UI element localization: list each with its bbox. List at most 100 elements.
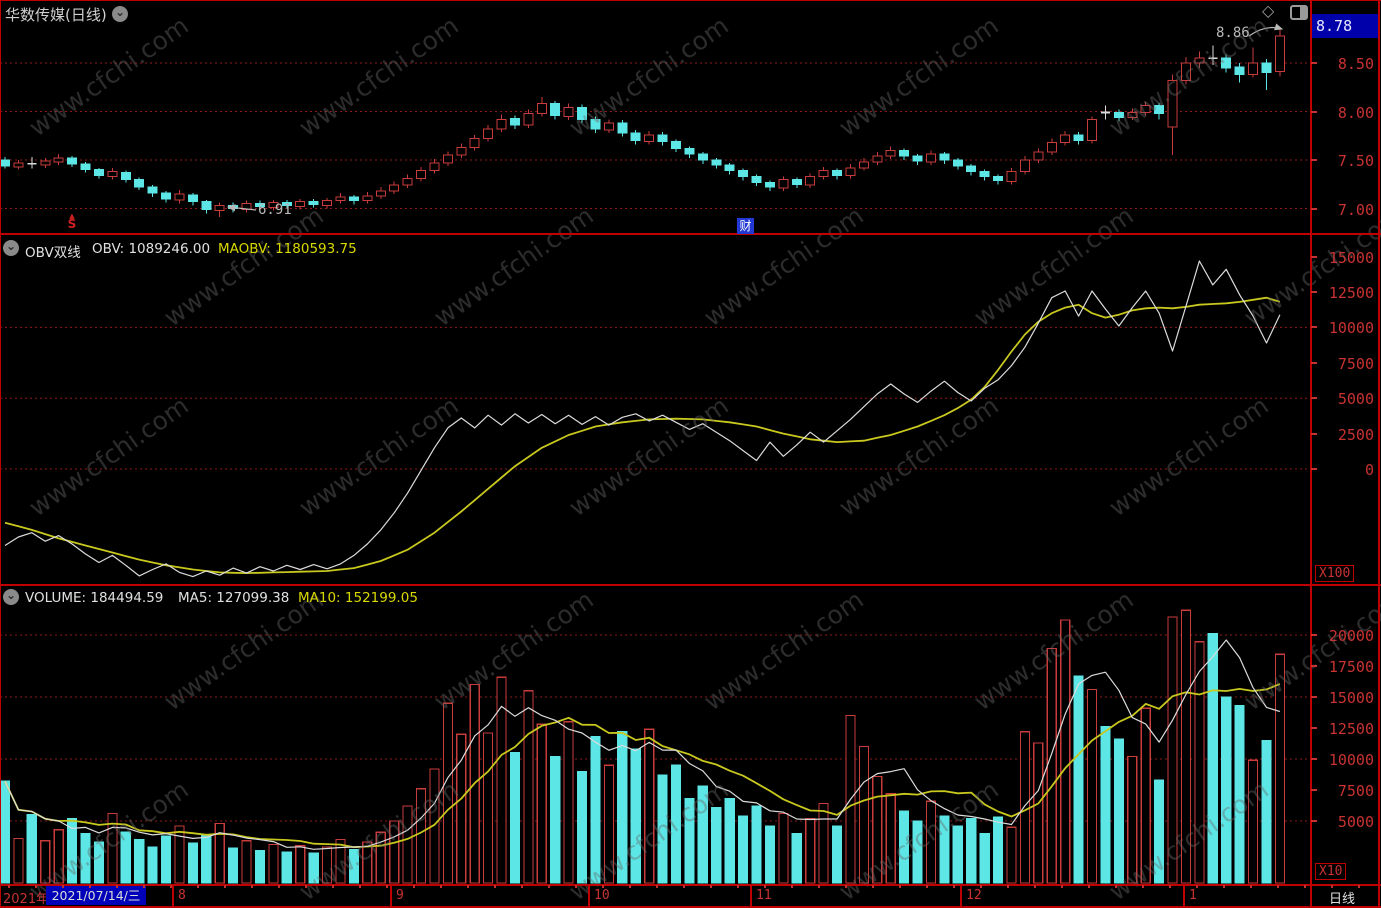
axis-tick bbox=[1311, 397, 1317, 400]
price-axis-label: 8.00 bbox=[1337, 103, 1374, 122]
volume-bar bbox=[670, 764, 682, 884]
collapse-obv-button[interactable]: ⌄ bbox=[3, 240, 19, 256]
border-top bbox=[0, 0, 1381, 1]
time-minor-tick bbox=[8, 885, 10, 888]
volume-bar bbox=[509, 752, 521, 884]
candle-body bbox=[496, 118, 507, 130]
volume-panel-canvas[interactable] bbox=[0, 586, 1310, 884]
panel-toggle-icon[interactable] bbox=[1290, 5, 1308, 20]
volume-value: VOLUME: 184494.59 bbox=[25, 590, 164, 606]
event-marker-label[interactable]: S bbox=[67, 217, 77, 231]
collapse-kline-button[interactable]: ⌄ bbox=[112, 6, 128, 22]
volume-bar bbox=[992, 816, 1004, 884]
volume-bar bbox=[899, 810, 910, 884]
time-minor-tick bbox=[359, 885, 361, 888]
time-minor-tick bbox=[170, 885, 172, 888]
candle-body bbox=[778, 178, 789, 189]
volume-bar bbox=[107, 812, 118, 884]
volume-bar bbox=[496, 676, 507, 884]
border-left bbox=[0, 0, 1, 908]
kline-panel-canvas[interactable] bbox=[0, 0, 1310, 234]
time-minor-tick bbox=[575, 885, 577, 888]
volume-bar bbox=[966, 817, 977, 884]
candle-body bbox=[952, 159, 963, 167]
candle-body bbox=[429, 162, 440, 172]
obv-panel-canvas[interactable] bbox=[0, 236, 1310, 584]
volume-bar bbox=[93, 841, 105, 884]
candle-body bbox=[1234, 66, 1245, 76]
candle-body bbox=[295, 201, 306, 208]
volume-bar bbox=[1019, 731, 1031, 884]
volume-bar bbox=[1154, 779, 1165, 884]
volume-ma5-line bbox=[4, 639, 1281, 850]
volume-axis-label: 10000 bbox=[1328, 751, 1374, 769]
volume-bar bbox=[66, 817, 78, 884]
candle-body bbox=[40, 160, 51, 166]
candle-body bbox=[858, 161, 869, 169]
month-label: 12 bbox=[966, 888, 982, 903]
candle-body bbox=[67, 157, 78, 165]
candle-body bbox=[630, 132, 641, 142]
candle-body bbox=[671, 141, 681, 149]
volume-bar bbox=[483, 732, 494, 884]
volume-bar bbox=[778, 812, 789, 884]
time-minor-tick bbox=[332, 885, 334, 888]
time-minor-tick bbox=[1250, 885, 1252, 888]
volume-bar bbox=[335, 839, 346, 884]
high-annotation-arrow bbox=[1248, 23, 1284, 37]
volume-bar bbox=[0, 780, 11, 884]
volume-bar bbox=[858, 746, 869, 884]
volume-bar bbox=[523, 690, 534, 884]
candle-body bbox=[254, 203, 265, 208]
candle-body bbox=[1248, 62, 1259, 76]
time-minor-tick bbox=[143, 885, 145, 888]
period-label[interactable]: 日线 bbox=[1329, 892, 1356, 907]
volume-bar bbox=[295, 845, 306, 884]
diamond-icon[interactable]: ◇ bbox=[1262, 1, 1275, 20]
event-marker-icon[interactable]: ▲ bbox=[69, 212, 75, 220]
axis-tick bbox=[1311, 255, 1317, 258]
axis-tick bbox=[1311, 696, 1317, 698]
volume-bar bbox=[187, 842, 198, 884]
time-minor-tick bbox=[1007, 885, 1009, 888]
axis-tick bbox=[1311, 665, 1317, 667]
volume-bar bbox=[1046, 648, 1057, 884]
volume-bar bbox=[550, 755, 561, 884]
candle-body bbox=[724, 164, 735, 172]
time-minor-tick bbox=[899, 885, 901, 888]
time-minor-tick bbox=[1142, 885, 1144, 888]
volume-bar bbox=[80, 832, 91, 884]
candle-body bbox=[1019, 159, 1030, 173]
time-minor-tick bbox=[305, 885, 307, 888]
volume-bar bbox=[872, 775, 883, 884]
volume-axis-label: 7500 bbox=[1337, 782, 1374, 800]
time-minor-tick bbox=[764, 885, 766, 888]
financial-report-badge[interactable]: 财 bbox=[737, 218, 754, 234]
volume-bar bbox=[1247, 759, 1259, 884]
volume-bar bbox=[321, 846, 333, 884]
volume-bar bbox=[1180, 609, 1192, 884]
candle-body bbox=[53, 157, 64, 163]
candle-body bbox=[644, 134, 655, 143]
time-minor-tick bbox=[62, 885, 64, 888]
candle-body bbox=[1194, 57, 1205, 64]
candle-body bbox=[1261, 62, 1272, 74]
candle-body bbox=[107, 171, 118, 177]
volume-bar bbox=[456, 733, 467, 884]
candle-body bbox=[1006, 171, 1017, 182]
time-minor-tick bbox=[818, 885, 820, 888]
selected-date-cell[interactable]: 2021/07/14/三 bbox=[46, 886, 146, 905]
volume-bar bbox=[1060, 619, 1071, 884]
time-minor-tick bbox=[548, 885, 550, 888]
candle-body bbox=[281, 202, 292, 207]
candle-body bbox=[684, 147, 695, 155]
candle-body bbox=[603, 122, 614, 131]
candle-body bbox=[308, 201, 319, 206]
candle-body bbox=[348, 196, 359, 202]
time-minor-tick bbox=[413, 885, 415, 888]
volume-bar bbox=[979, 832, 990, 884]
volume-bar bbox=[711, 806, 722, 884]
collapse-volume-button[interactable]: ⌄ bbox=[3, 589, 19, 605]
candle-body bbox=[0, 159, 10, 167]
volume-bar bbox=[764, 825, 776, 884]
